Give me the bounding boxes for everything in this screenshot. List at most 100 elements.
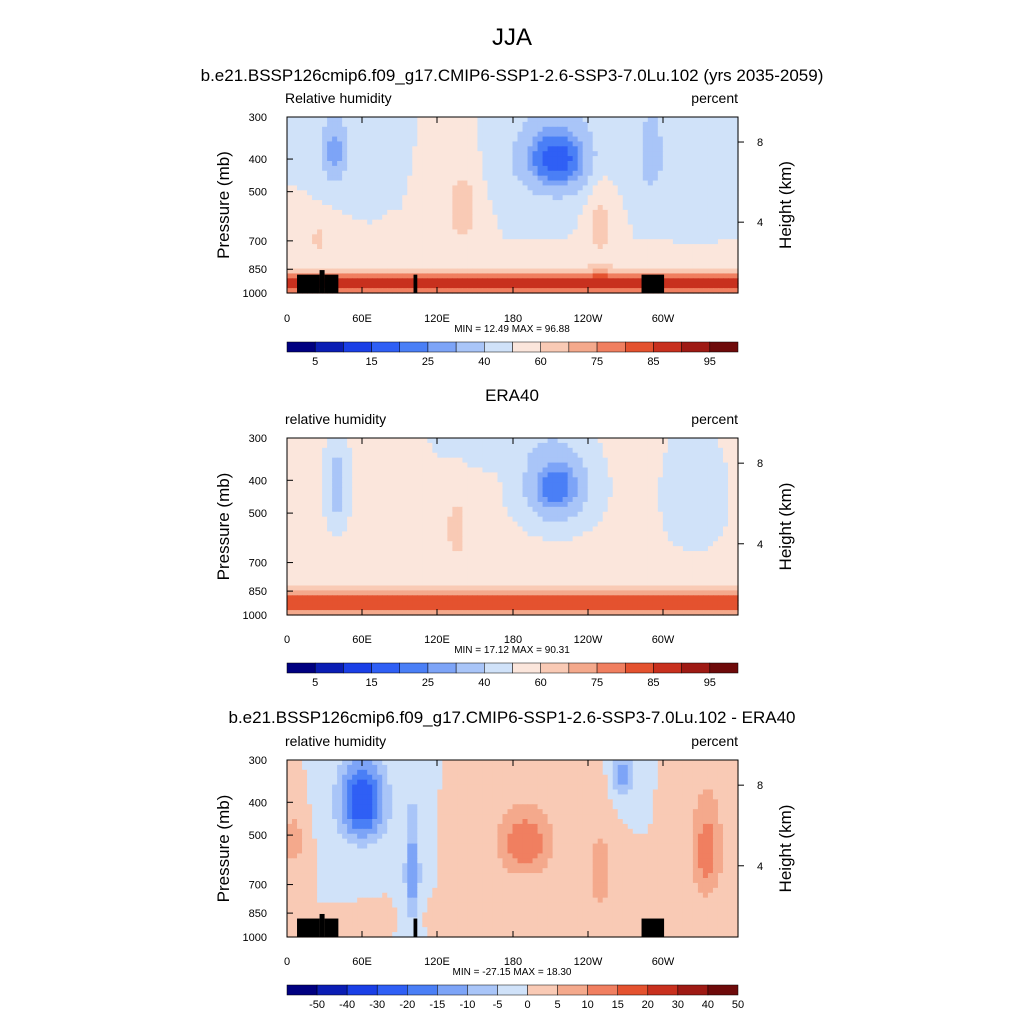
contour-cell <box>677 283 684 289</box>
contour-cell <box>657 268 664 275</box>
contour-cell <box>352 205 358 211</box>
contour-cell <box>587 195 594 201</box>
contour-cell <box>727 156 734 162</box>
contour-cell <box>602 121 609 128</box>
contour-cell <box>622 141 629 147</box>
contour-cell <box>442 516 448 523</box>
contour-cell <box>437 447 443 454</box>
contour-cell <box>357 161 363 167</box>
contour-cell <box>412 214 418 221</box>
contour-cell <box>627 165 634 172</box>
contour-cell <box>287 442 293 449</box>
contour-cell <box>447 170 453 177</box>
contour-cell <box>532 200 539 206</box>
contour-cell <box>367 438 373 444</box>
contour-cell <box>382 447 388 454</box>
contour-cell <box>382 209 388 216</box>
contour-cell <box>382 487 388 493</box>
contour-cell <box>617 477 624 483</box>
contour-cell <box>522 165 529 172</box>
contour-cell <box>402 501 408 508</box>
contour-cell <box>492 521 499 528</box>
contour-cell <box>502 121 509 128</box>
contour-cell <box>652 229 659 235</box>
contour-cell <box>312 161 318 167</box>
contour-cell <box>532 462 539 469</box>
contour-cell <box>477 136 484 143</box>
contour-cell <box>622 244 629 250</box>
contour-cell <box>487 224 494 231</box>
contour-cell <box>577 283 584 289</box>
contour-cell <box>482 447 489 454</box>
contour-cell <box>432 185 438 191</box>
contour-cell <box>307 482 313 488</box>
contour-cell <box>562 438 569 444</box>
contour-cell <box>707 462 714 469</box>
colorbar-swatch <box>625 341 654 353</box>
contour-cell <box>612 131 619 138</box>
contour-cell <box>457 268 463 275</box>
contour-cell <box>692 244 699 250</box>
contour-cell <box>667 121 674 128</box>
contour-cell <box>287 190 293 196</box>
contour-cell <box>507 244 514 250</box>
contour-cell <box>727 209 734 216</box>
contour-cell <box>422 161 428 167</box>
contour-cell <box>392 511 398 518</box>
contour-cell <box>527 117 534 123</box>
contour-cell <box>692 501 699 508</box>
contour-cell <box>377 477 383 483</box>
contour-cell <box>617 288 624 294</box>
contour-cell <box>492 506 499 513</box>
contour-cell <box>387 146 393 152</box>
contour-cell <box>337 258 343 265</box>
contour-cell <box>397 136 403 143</box>
contour-cell <box>392 165 398 172</box>
contour-cell <box>622 438 629 444</box>
contour-cell <box>387 288 393 294</box>
contour-cell <box>652 175 659 182</box>
contour-cell <box>547 170 554 177</box>
contour-cell <box>352 506 358 513</box>
contour-cell <box>587 278 594 284</box>
contour-cell <box>592 200 599 206</box>
contour-cell <box>587 472 594 478</box>
contour-cell <box>472 467 479 474</box>
contour-cell <box>712 126 719 133</box>
contour-cell <box>647 239 654 245</box>
contour-cell <box>532 501 539 508</box>
contour-cell <box>407 195 413 201</box>
contour-cell <box>727 185 734 191</box>
contour-cell <box>652 136 659 143</box>
contour-cell <box>507 195 514 201</box>
contour-cell <box>547 239 554 245</box>
contour-cell <box>492 205 499 211</box>
contour-cell <box>387 185 393 191</box>
contour-cell <box>372 205 378 211</box>
contour-cell <box>432 219 438 226</box>
contour-cell <box>622 156 629 162</box>
contour-cell <box>307 141 313 147</box>
contour-cell <box>432 442 438 449</box>
contour-cell <box>332 497 338 503</box>
contour-cell <box>632 438 639 444</box>
contour-cell <box>522 209 529 216</box>
contour-cell <box>467 161 474 167</box>
contour-cell <box>402 511 408 518</box>
contour-cell <box>407 506 413 513</box>
contour-cell <box>552 526 559 533</box>
contour-cell <box>332 511 338 518</box>
contour-cell <box>367 126 373 133</box>
contour-cell <box>532 141 539 147</box>
contour-cell <box>432 244 438 250</box>
contour-cell <box>682 497 689 503</box>
contour-cell <box>307 121 313 128</box>
contour-cell <box>562 165 569 172</box>
contour-cell <box>552 180 559 187</box>
contour-cell <box>452 438 458 444</box>
contour-cell <box>352 526 358 533</box>
contour-cell <box>307 185 313 191</box>
contour-cell <box>407 229 413 235</box>
contour-cell <box>652 205 659 211</box>
contour-cell <box>357 224 363 231</box>
